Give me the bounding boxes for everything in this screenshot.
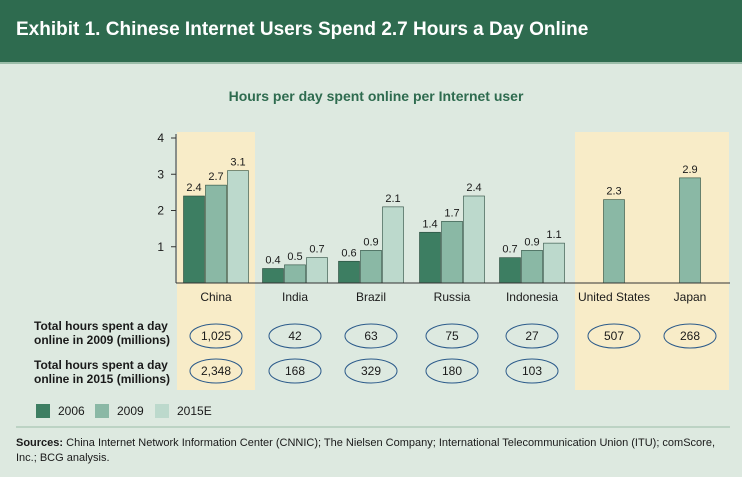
table-value-1-indonesia: 27 — [525, 329, 539, 343]
bar-india-2015e — [306, 257, 328, 284]
legend-swatch-2015e — [155, 404, 169, 418]
table-oval-2-russia — [425, 358, 479, 384]
table-oval-2-china — [189, 358, 243, 384]
data-label-indonesia-2015e: 1.1 — [546, 229, 561, 241]
table-oval-2-brazil — [344, 358, 398, 384]
category-label-united-states: United States — [578, 290, 650, 304]
exhibit-title: Exhibit 1. Chinese Internet Users Spend … — [16, 19, 589, 40]
data-label-brazil-2015e: 2.1 — [385, 193, 400, 205]
data-label-indonesia-2006: 0.7 — [502, 244, 517, 256]
data-label-brazil-2009: 0.9 — [363, 236, 378, 248]
data-label-russia-2009: 1.7 — [444, 207, 459, 219]
sources-text: China Internet Network Information Cente… — [16, 437, 716, 464]
bar-china-2006 — [183, 195, 205, 284]
table-row-2-label-line-1: Total hours spent a day — [34, 358, 168, 372]
legend-swatch-2009 — [95, 404, 109, 418]
y-tick-label-2: 2 — [157, 204, 164, 218]
table-value-1-united-states: 507 — [604, 329, 624, 343]
bar-russia-2006 — [419, 231, 441, 284]
table-oval-1-india — [268, 323, 322, 349]
data-label-india-2015e: 0.7 — [309, 244, 324, 256]
data-label-india-2006: 0.4 — [265, 255, 280, 267]
bar-china-2009 — [205, 184, 227, 284]
bar-china-2015e — [227, 170, 249, 284]
bar-japan-2009 — [679, 177, 701, 284]
legend-label-2006: 2006 — [58, 404, 85, 418]
table-oval-2-india — [268, 358, 322, 384]
data-label-china-2006: 2.4 — [186, 182, 201, 194]
category-label-indonesia: Indonesia — [506, 290, 558, 304]
bar-indonesia-2006 — [499, 257, 521, 284]
table-value-2-brazil: 329 — [361, 364, 381, 378]
y-tick-label-3: 3 — [157, 167, 164, 181]
legend-swatch-2006 — [36, 404, 50, 418]
table-value-1-india: 42 — [288, 329, 302, 343]
table-oval-1-united-states — [587, 323, 641, 349]
legend-label-2015e: 2015E — [177, 404, 212, 418]
data-label-brazil-2006: 0.6 — [341, 247, 356, 259]
table-value-1-russia: 75 — [445, 329, 459, 343]
data-label-indonesia-2009: 0.9 — [524, 236, 539, 248]
legend-item-2009: 2009 — [95, 403, 144, 419]
data-label-india-2009: 0.5 — [287, 251, 302, 263]
data-label-russia-2006: 1.4 — [422, 218, 437, 230]
sources-label: Sources: — [16, 437, 64, 449]
data-label-united-states-2009: 2.3 — [606, 186, 621, 198]
bar-india-2009 — [284, 264, 306, 284]
legend-item-2015e: 2015E — [155, 403, 212, 419]
bar-brazil-2006 — [338, 260, 360, 284]
category-label-russia: Russia — [434, 290, 471, 304]
table-value-1-japan: 268 — [680, 329, 700, 343]
y-tick-label-4: 4 — [157, 131, 164, 145]
bar-brazil-2015e — [382, 206, 404, 284]
bar-brazil-2009 — [360, 250, 382, 284]
legend-label-2009: 2009 — [117, 404, 144, 418]
bar-india-2006 — [262, 268, 284, 284]
data-label-japan-2009: 2.9 — [682, 164, 697, 176]
data-label-china-2015e: 3.1 — [230, 157, 245, 169]
sources-note: Sources: China Internet Network Informat… — [16, 436, 731, 466]
exhibit-header: Exhibit 1. Chinese Internet Users Spend … — [0, 0, 742, 62]
table-value-1-china: 1,025 — [201, 329, 231, 343]
data-label-china-2009: 2.7 — [208, 171, 223, 183]
table-row-1-label-line-1: Total hours spent a day — [34, 319, 168, 333]
category-label-brazil: Brazil — [356, 290, 386, 304]
table-value-1-brazil: 63 — [364, 329, 378, 343]
table-oval-1-indonesia — [505, 323, 559, 349]
bar-indonesia-2015e — [543, 242, 565, 284]
bar-russia-2015e — [463, 195, 485, 284]
bar-united-states-2009 — [603, 199, 625, 284]
table-value-2-china: 2,348 — [201, 364, 231, 378]
category-label-china: China — [200, 290, 232, 304]
legend-item-2006: 2006 — [36, 403, 85, 419]
y-tick-label-1: 1 — [157, 240, 164, 254]
table-value-2-india: 168 — [285, 364, 305, 378]
bar-indonesia-2009 — [521, 250, 543, 284]
header-divider — [0, 62, 742, 64]
table-value-2-indonesia: 103 — [522, 364, 542, 378]
chart-title: Hours per day spent online per Internet … — [229, 88, 524, 104]
table-oval-1-china — [189, 323, 243, 349]
table-oval-1-brazil — [344, 323, 398, 349]
data-label-russia-2015e: 2.4 — [466, 182, 481, 194]
table-oval-1-japan — [663, 323, 717, 349]
table-oval-2-indonesia — [505, 358, 559, 384]
table-row-1-label-line-2: online in 2009 (millions) — [34, 333, 170, 347]
category-label-japan: Japan — [674, 290, 707, 304]
table-row-2-label-line-2: online in 2015 (millions) — [34, 372, 170, 386]
table-oval-1-russia — [425, 323, 479, 349]
bar-russia-2009 — [441, 221, 463, 284]
table-value-2-russia: 180 — [442, 364, 462, 378]
category-label-india: India — [282, 290, 308, 304]
